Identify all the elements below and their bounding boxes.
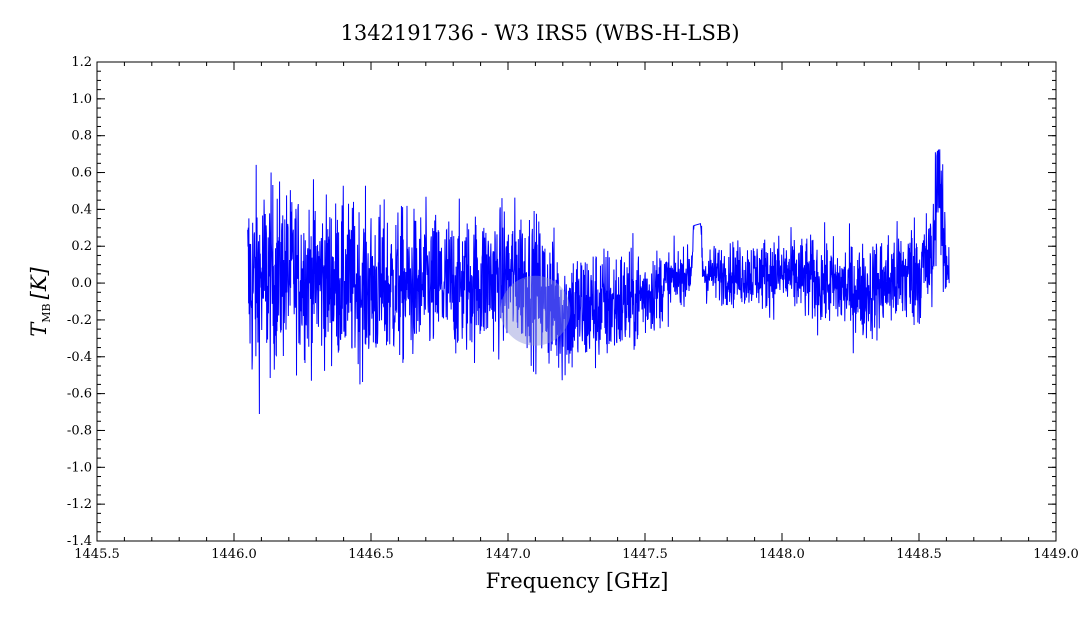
y-tick-label: 1.2 xyxy=(71,55,92,70)
x-tick-label: 1446.5 xyxy=(348,547,394,562)
y-tick-label: -1.0 xyxy=(67,460,92,475)
y-axis-label-unit: [K] xyxy=(27,266,51,299)
y-tick-label: 0.0 xyxy=(71,276,92,291)
y-tick-label: -0.2 xyxy=(67,313,92,328)
plot-layer xyxy=(247,149,950,414)
chart-title: 1342191736 - W3 IRS5 (WBS-H-LSB) xyxy=(340,21,739,45)
y-axis-label: TMB [K] xyxy=(27,266,53,336)
y-tick-label: 0.4 xyxy=(71,202,92,217)
ticks-layer: 1445.5 1446.0 1446.5 1447.0 1447.5 1448.0 1448… xyxy=(67,55,1079,562)
x-tick-label: 1445.5 xyxy=(74,547,120,562)
y-tick-label: 0.6 xyxy=(71,166,92,181)
x-tick-label: 1449.0 xyxy=(1033,547,1079,562)
y-axis-label-subscript: MB xyxy=(40,303,53,322)
spectrum-line xyxy=(247,149,950,414)
y-tick-label: -0.6 xyxy=(67,387,92,402)
x-tick-label: 1447.5 xyxy=(622,547,668,562)
y-tick-label: -1.4 xyxy=(67,534,92,549)
x-tick-label: 1448.5 xyxy=(896,547,942,562)
y-tick-label: 0.2 xyxy=(71,239,92,254)
y-tick-label: 0.8 xyxy=(71,129,92,144)
y-tick-label: -0.4 xyxy=(67,350,92,365)
y-axis-label-symbol: T xyxy=(27,321,51,337)
plot-frame xyxy=(96,61,1057,542)
x-tick-label: 1446.0 xyxy=(211,547,257,562)
y-tick-label: -0.8 xyxy=(67,423,92,438)
y-tick-label: -1.2 xyxy=(67,497,92,512)
x-tick-label: 1447.0 xyxy=(485,547,531,562)
x-tick-label: 1448.0 xyxy=(759,547,805,562)
x-axis-label: Frequency [GHz] xyxy=(486,569,669,593)
highlight-circle xyxy=(500,275,571,346)
y-tick-label: 1.0 xyxy=(71,92,92,107)
